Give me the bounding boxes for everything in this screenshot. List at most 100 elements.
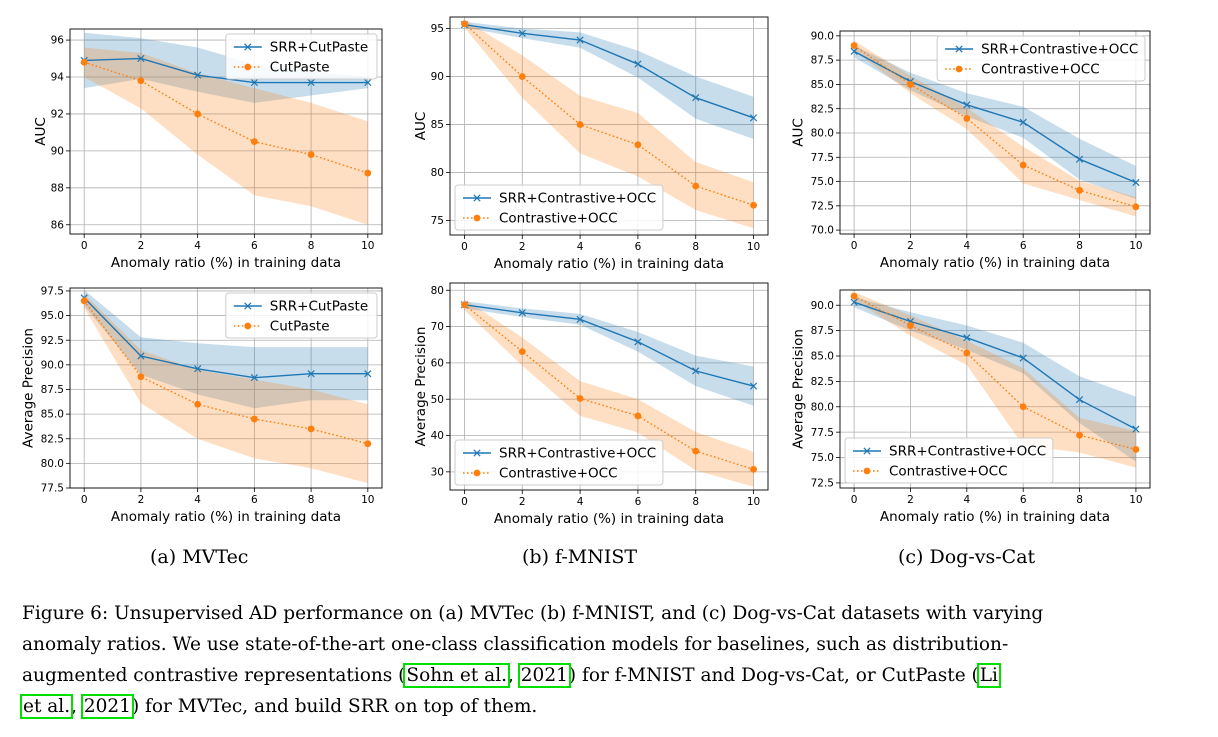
- data-point: [576, 315, 584, 323]
- legend-marker: [244, 63, 252, 71]
- x-tick-label: 8: [692, 496, 699, 508]
- x-axis-label: Anomaly ratio (%) in training data: [111, 255, 341, 271]
- x-tick-label: 2: [907, 240, 914, 252]
- marker-stroke: [364, 370, 372, 378]
- marker-stroke: [634, 338, 642, 346]
- data-point: [963, 101, 971, 109]
- data-point: [576, 36, 584, 44]
- citation-link-li-author-cont[interactable]: et al.: [19, 694, 74, 719]
- data-point: [364, 440, 372, 448]
- data-point: [250, 415, 258, 423]
- legend-label: SRR+CutPaste: [270, 40, 368, 56]
- caption-text: augmented contrastive representations (: [22, 665, 406, 686]
- y-tick-label: 87.5: [811, 325, 834, 337]
- legend-box: [225, 292, 378, 339]
- x-tick-label: 4: [194, 494, 201, 506]
- data-point: [461, 20, 468, 28]
- y-axis-label: AUC: [413, 112, 429, 141]
- axes-frame: [449, 282, 769, 491]
- data-point: [194, 110, 202, 118]
- legend-marker: [244, 43, 252, 51]
- data-point: [692, 447, 700, 455]
- y-tick-label: 30: [431, 466, 444, 478]
- confidence-band-0: [854, 297, 1136, 462]
- y-tick-label: 96: [51, 35, 65, 47]
- y-tick-label: 95.0: [41, 310, 64, 322]
- legend-box: [454, 184, 664, 231]
- data-point: [518, 73, 526, 80]
- series-line-0: [464, 304, 754, 387]
- legend: SRR+CutPaste CutPaste: [225, 33, 378, 80]
- confidence-band-0: [854, 45, 1136, 199]
- data-point: [1132, 425, 1140, 433]
- y-tick-label: 90.0: [811, 300, 834, 312]
- x-axis-label: Anomaly ratio (%) in training data: [880, 509, 1110, 525]
- data-point: [1019, 354, 1027, 362]
- citation-link-sohn-year[interactable]: 2021: [517, 663, 571, 688]
- x-tick-label: 2: [519, 241, 526, 253]
- marker-stroke: [307, 370, 315, 378]
- x-tick-label: 10: [747, 241, 760, 253]
- data-point: [750, 201, 757, 209]
- marker-stroke: [576, 315, 584, 323]
- y-tick-label: 90.0: [811, 30, 834, 42]
- caption-line-3: augmented contrastive representations (S…: [22, 660, 1198, 691]
- data-point: [194, 71, 202, 79]
- data-point: [576, 121, 584, 128]
- marker-stroke: [1132, 178, 1140, 187]
- x-axis-label: Anomaly ratio (%) in training data: [111, 509, 341, 525]
- legend-marker: [473, 194, 481, 202]
- data-point: [634, 60, 642, 68]
- y-tick-label: 80: [431, 167, 444, 179]
- citation-link-li-author[interactable]: Li: [976, 663, 1001, 688]
- data-point: [963, 349, 971, 357]
- marker-stroke: [1019, 118, 1027, 126]
- data-point: [850, 47, 858, 56]
- y-axis-label: Average Precision: [20, 328, 36, 448]
- x-tick-label: 4: [963, 494, 970, 506]
- data-point: [364, 370, 372, 378]
- data-point: [963, 334, 971, 342]
- y-tick-label: 75.0: [811, 176, 834, 188]
- data-point: [461, 301, 468, 309]
- marker-stroke: [194, 365, 202, 373]
- x-tick-label: 0: [461, 241, 468, 253]
- x-tick-label: 6: [251, 240, 258, 252]
- x-tick-label: 0: [81, 494, 88, 506]
- marker-stroke: [518, 309, 526, 317]
- subplot-label-mvtec: (a) MVTec: [150, 546, 249, 568]
- data-point: [194, 365, 202, 373]
- legend: SRR+Contrastive+OCC Contrastive+OCC: [454, 184, 664, 231]
- caption-line-2: anomaly ratios. We use state-of-the-art …: [22, 634, 1009, 655]
- legend-label: Contrastive+OCC: [981, 62, 1100, 78]
- citation-link-li-year[interactable]: 2021: [80, 694, 134, 719]
- marker-stroke: [576, 36, 584, 44]
- y-tick-label: 90: [431, 71, 444, 83]
- legend-marker: [244, 302, 252, 310]
- y-tick-label: 86: [51, 219, 65, 231]
- marker-stroke: [749, 382, 758, 390]
- y-axis-label: AUC: [790, 118, 806, 147]
- figure: 0 2 4 6 8 10 86 88 90 92 94 96 Anomaly ratio (%) in …: [20, 16, 1151, 568]
- series-line-0: [853, 301, 1137, 430]
- series-line-1: [464, 23, 754, 206]
- subplot-label-dogvscat: (c) Dog-vs-Cat: [898, 546, 1036, 568]
- legend-marker: [473, 469, 481, 477]
- legend: SRR+Contrastive+OCC Contrastive+OCC: [454, 439, 664, 486]
- subplot-label-fmnist: (b) f-MNIST: [522, 546, 638, 568]
- x-tick-label: 10: [1129, 494, 1142, 506]
- y-tick-label: 85: [431, 119, 444, 131]
- legend-marker: [863, 467, 871, 475]
- data-point: [364, 78, 372, 87]
- legend-marker: [955, 45, 963, 53]
- data-point: [137, 352, 145, 360]
- series-line-1: [83, 61, 369, 174]
- data-point: [307, 151, 315, 158]
- legend-marker: [955, 65, 963, 73]
- x-tick-label: 4: [577, 496, 584, 508]
- y-tick-label: 60: [431, 357, 444, 369]
- citation-link-sohn-author[interactable]: Sohn et al.: [403, 663, 511, 688]
- series-line-0: [853, 50, 1137, 184]
- legend-box: [454, 439, 664, 486]
- x-tick-label: 6: [251, 494, 258, 506]
